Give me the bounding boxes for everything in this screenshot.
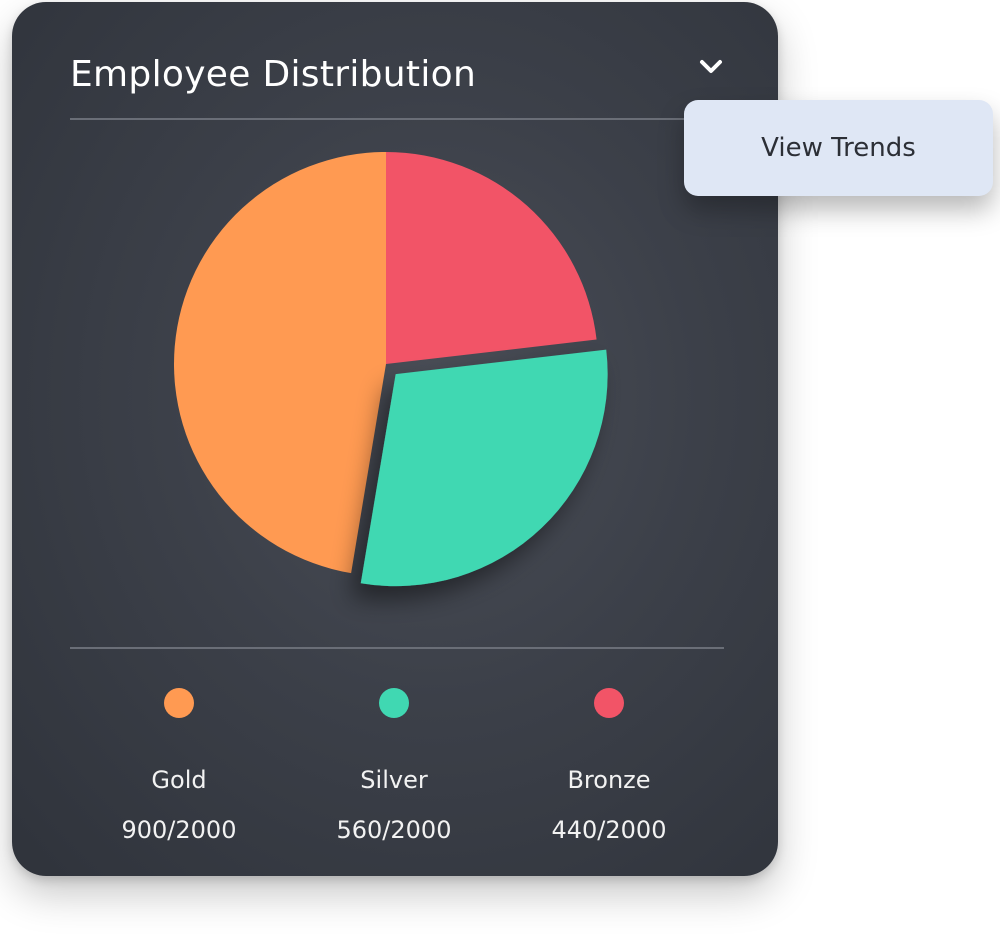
distribution-card: Employee Distribution Gold 900/2000 Silv…: [12, 2, 778, 876]
pie-slice-gold: [174, 152, 386, 574]
legend-item-gold: Gold 900/2000: [79, 688, 279, 844]
legend-dot-gold: [164, 688, 194, 718]
legend-value: 560/2000: [336, 816, 452, 844]
chevron-down-icon[interactable]: [696, 52, 726, 82]
card-title: Employee Distribution: [70, 54, 477, 95]
pie-slice-bronze: [386, 152, 597, 364]
pie-chart: [174, 152, 608, 587]
legend-value: 900/2000: [121, 816, 237, 844]
legend-dot-bronze: [594, 688, 624, 718]
legend-divider: [70, 647, 724, 649]
view-trends-button[interactable]: View Trends: [684, 100, 993, 196]
legend-label: Bronze: [567, 766, 651, 794]
legend-item-silver: Silver 560/2000: [294, 688, 494, 844]
legend-label: Silver: [360, 766, 428, 794]
legend-item-bronze: Bronze 440/2000: [509, 688, 709, 844]
legend-value: 440/2000: [551, 816, 667, 844]
legend-dot-silver: [379, 688, 409, 718]
title-divider: [70, 118, 724, 120]
legend-label: Gold: [151, 766, 207, 794]
pie-slice-silver: [360, 349, 608, 587]
